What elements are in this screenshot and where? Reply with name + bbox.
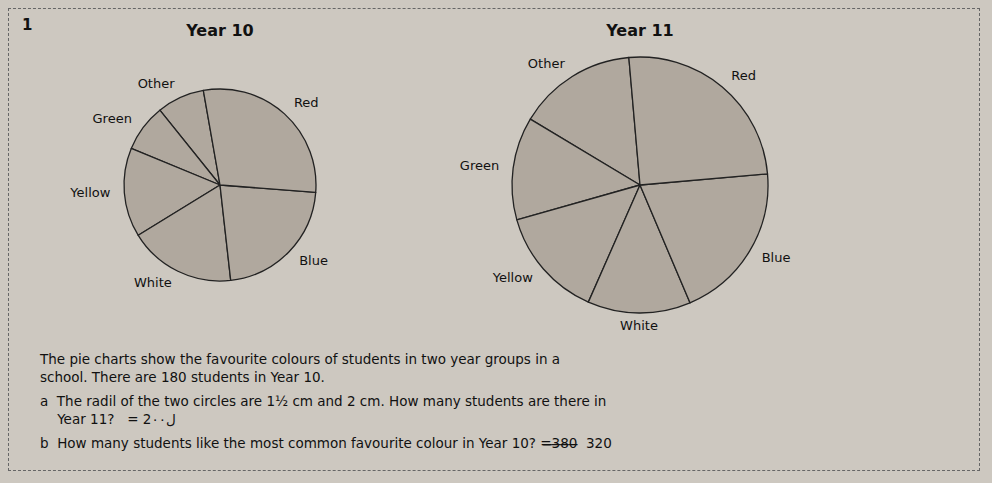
question-text: b How many students like the most common… [40,435,612,451]
pie-slice [640,174,768,303]
chart-title: Year 10 [185,21,254,40]
slice-label: Other [528,56,566,71]
question-text: a The radil of the two circles are 1½ cm… [40,393,606,427]
slice-label: Green [93,111,132,126]
pie-slice [138,185,230,281]
chart-title: Year 11 [605,21,674,40]
slice-label: Yellow [492,270,533,285]
question-text: The pie charts show the favourite colour… [39,351,560,385]
slice-label: Blue [762,250,791,265]
chart-canvas: Other Green Yellow White Blue Red Year 10 Other… [0,0,992,483]
pie-1 [512,57,768,313]
slice-label: Other [138,76,176,91]
pie-slice [629,57,768,185]
slice-label: Red [731,68,756,83]
slice-label: White [620,318,658,333]
slice-label: Red [294,95,319,110]
slice-label: White [134,275,172,290]
slice-label: Yellow [69,185,110,200]
pie-0 [124,89,316,281]
slice-label: Green [460,158,499,173]
slice-label: Blue [299,253,328,268]
question-number: 1 [22,16,32,34]
